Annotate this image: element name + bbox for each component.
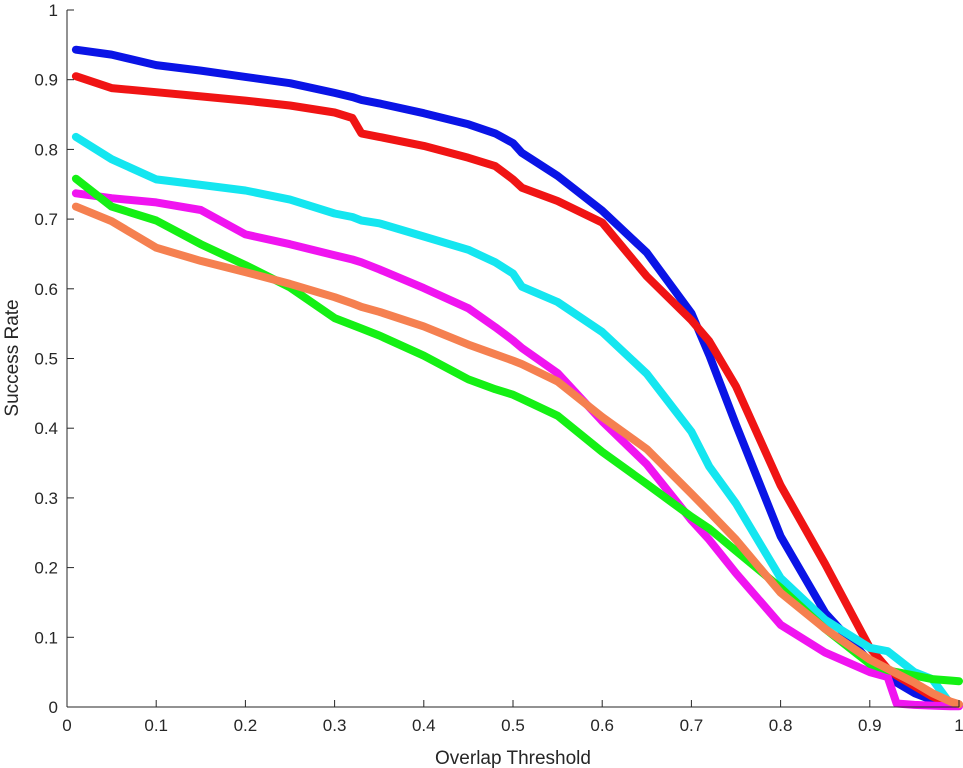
x-tick-label: 0.1	[144, 716, 168, 735]
y-tick-label: 0.5	[34, 350, 58, 369]
series-line-3	[71, 132, 963, 709]
y-tick-label: 1	[49, 1, 58, 20]
y-ticks: 0 0.1 0.2 0.3 0.4 0.5 0.6 0.7 0.8 0.9 1	[34, 1, 74, 717]
x-tick-label: 0.4	[412, 716, 436, 735]
x-tick-label: 0.3	[323, 716, 347, 735]
y-tick-label: 0.2	[34, 559, 58, 578]
x-tick-label: 0.8	[769, 716, 793, 735]
y-tick-label: 0.4	[34, 419, 58, 438]
y-tick-label: 0.1	[34, 628, 58, 647]
x-tick-label: 0.7	[680, 716, 704, 735]
x-axis-label: Overlap Threshold	[435, 748, 591, 768]
x-tick-label: 0.5	[501, 716, 525, 735]
y-tick-label: 0.6	[34, 280, 58, 299]
x-tick-label: 0.2	[234, 716, 258, 735]
series-line-4	[71, 189, 963, 711]
y-tick-label: 0.3	[34, 489, 58, 508]
x-ticks: 0 0.1 0.2 0.3 0.4 0.5 0.6 0.7 0.8 0.9 1	[62, 700, 963, 735]
y-tick-label: 0.8	[34, 140, 58, 159]
x-tick-label: 0.6	[590, 716, 614, 735]
y-axis-label: Success Rate	[2, 299, 23, 416]
x-tick-label: 1	[954, 716, 963, 735]
series-line-6	[71, 202, 963, 709]
x-tick-label: 0.9	[858, 716, 882, 735]
y-tick-label: 0.7	[34, 210, 58, 229]
x-tick-label: 0	[62, 716, 71, 735]
series-layer	[71, 45, 963, 711]
y-tick-label: 0	[49, 698, 58, 717]
y-tick-label: 0.9	[34, 71, 58, 90]
